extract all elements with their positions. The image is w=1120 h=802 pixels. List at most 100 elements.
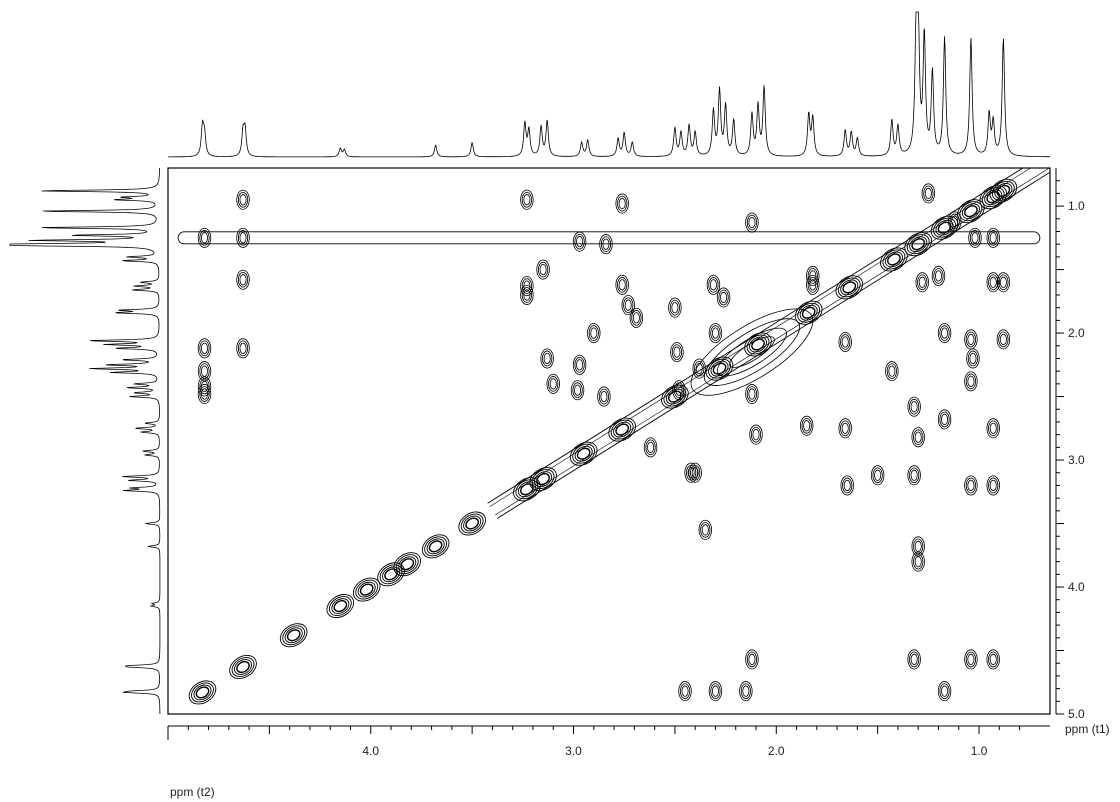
cross-peak-contour: [574, 233, 585, 250]
y-tick-label: 4.0: [1068, 580, 1085, 594]
diagonal-peak-contour: [234, 659, 253, 675]
diagonal-peak-contour: [517, 481, 536, 498]
diagonal-peak-contour: [986, 191, 1001, 204]
cross-peak-contour: [239, 232, 247, 244]
x-axis: 4.0 3.0 2.0 1.0: [167, 725, 1050, 758]
cross-peak-contour: [574, 384, 582, 396]
cross-peak-contour: [917, 274, 928, 291]
cross-peak-contour: [989, 479, 997, 492]
cross-peak-contour: [197, 227, 212, 248]
cross-peak-contour: [799, 415, 814, 436]
cross-peak-contour: [841, 336, 849, 348]
cross-peak-contour: [948, 211, 962, 232]
cross-peak-contour: [675, 384, 683, 396]
diagonal-peak-contour: [426, 538, 445, 555]
cross-peak-contour: [999, 276, 1007, 288]
diagonal-peak-contour: [328, 596, 352, 616]
cross-peak-contour: [968, 227, 982, 248]
diagonal-peak-contour: [884, 251, 903, 268]
cross-peak-contour: [969, 352, 977, 365]
cross-peak-contour: [576, 359, 584, 371]
cross-peak-contour: [237, 340, 249, 357]
diagonal-peak-contour: [994, 183, 1013, 199]
diagonal-contour-line: [496, 171, 1050, 519]
cross-peak-contour: [720, 291, 728, 304]
cross-peak-contour: [618, 197, 626, 210]
cross-peak-contour: [911, 536, 925, 557]
diagonal-peak-contour: [569, 441, 598, 466]
cross-peak-contour: [986, 272, 1000, 293]
cross-peak-contour: [700, 522, 711, 538]
cross-peak-contour: [520, 189, 534, 210]
cross-peak-contour: [988, 420, 999, 437]
cross-peak-contour: [572, 231, 587, 252]
cross-peak-contour: [909, 467, 920, 484]
cross-peak-contour: [909, 398, 920, 415]
cross-peak-contour: [996, 329, 1011, 350]
cross-peak-contour: [874, 469, 882, 481]
cross-peak-contour: [915, 272, 929, 293]
cross-peak-contour: [200, 342, 208, 354]
cross-peak-contour: [965, 477, 977, 494]
cross-peak-contour: [540, 348, 554, 369]
diagonal-peak-contour: [665, 388, 684, 405]
diagonal-peak-contour: [799, 304, 818, 321]
diagonal-peak-contour: [989, 178, 1018, 203]
y-tick-label: 2.0: [1068, 326, 1085, 340]
cross-peak-contour: [600, 390, 608, 403]
diagonal-peak-contour: [359, 583, 374, 596]
cross-peak-contour: [965, 331, 977, 348]
cross-peak-contour: [671, 344, 683, 360]
cross-peak-contour: [602, 238, 610, 250]
cross-peak-contour: [914, 556, 922, 568]
cross-peak-contour: [923, 185, 934, 202]
diagonal-peak-contour: [981, 187, 1005, 208]
diagonal-peak-contour: [357, 581, 376, 598]
diagonal-peak-contour: [331, 598, 350, 614]
cross-peak-contour: [597, 386, 611, 407]
diagonal-peak-contour: [377, 562, 405, 587]
cross-peak-contour: [673, 346, 681, 358]
diagonal-peak-contour: [534, 471, 553, 487]
cross-peak-contour: [538, 261, 549, 278]
cross-peak-contour: [752, 429, 760, 441]
cross-peak-contour: [969, 230, 981, 246]
cross-peak-contour: [629, 307, 644, 328]
cross-peak-contour: [921, 183, 936, 204]
cross-peak-contour: [939, 683, 950, 699]
cross-peak-contour: [806, 274, 820, 295]
cross-peak-contour: [914, 431, 922, 443]
cross-peak-contour: [918, 276, 926, 288]
cross-peak-contour: [520, 276, 534, 297]
cross-peak-contour: [967, 375, 975, 387]
cross-peak-contour: [746, 651, 758, 668]
cross-peak-contour: [570, 380, 585, 401]
diagonal-peak-contour: [882, 249, 906, 270]
x-tick-label: 4.0: [362, 744, 379, 758]
cross-peak-contour: [964, 649, 978, 670]
cross-peak-contour: [197, 376, 212, 397]
diagonal-peak-contour: [355, 579, 379, 600]
cross-peak-contour: [886, 363, 897, 379]
broad-peak-contour: [716, 327, 787, 377]
diagonal-peak-contour: [382, 566, 401, 583]
cross-peak-contour: [587, 323, 601, 344]
cross-peak-contour: [716, 287, 731, 308]
cross-peak-contour: [645, 439, 656, 456]
cross-peak-contour: [988, 230, 999, 246]
cross-peak-contour: [710, 325, 721, 341]
cross-peak-contour: [546, 373, 560, 394]
cross-peak-contour: [888, 365, 896, 377]
diagonal-peak-contour: [906, 234, 930, 255]
diagonal-peak-contour: [515, 479, 539, 500]
cross-peak-contour: [549, 378, 557, 390]
cross-peak-contour: [621, 295, 635, 316]
diagonal-peak-contour: [794, 300, 823, 325]
cross-peak-contour: [807, 268, 818, 284]
cross-peak-contour: [965, 651, 977, 668]
diagonal-peak-contour: [613, 421, 632, 438]
contour-group: [177, 168, 1050, 705]
diagonal-peak-contour: [744, 332, 772, 357]
broad-peak-contour: [690, 308, 814, 396]
diagonal-peak-contour: [887, 253, 901, 266]
